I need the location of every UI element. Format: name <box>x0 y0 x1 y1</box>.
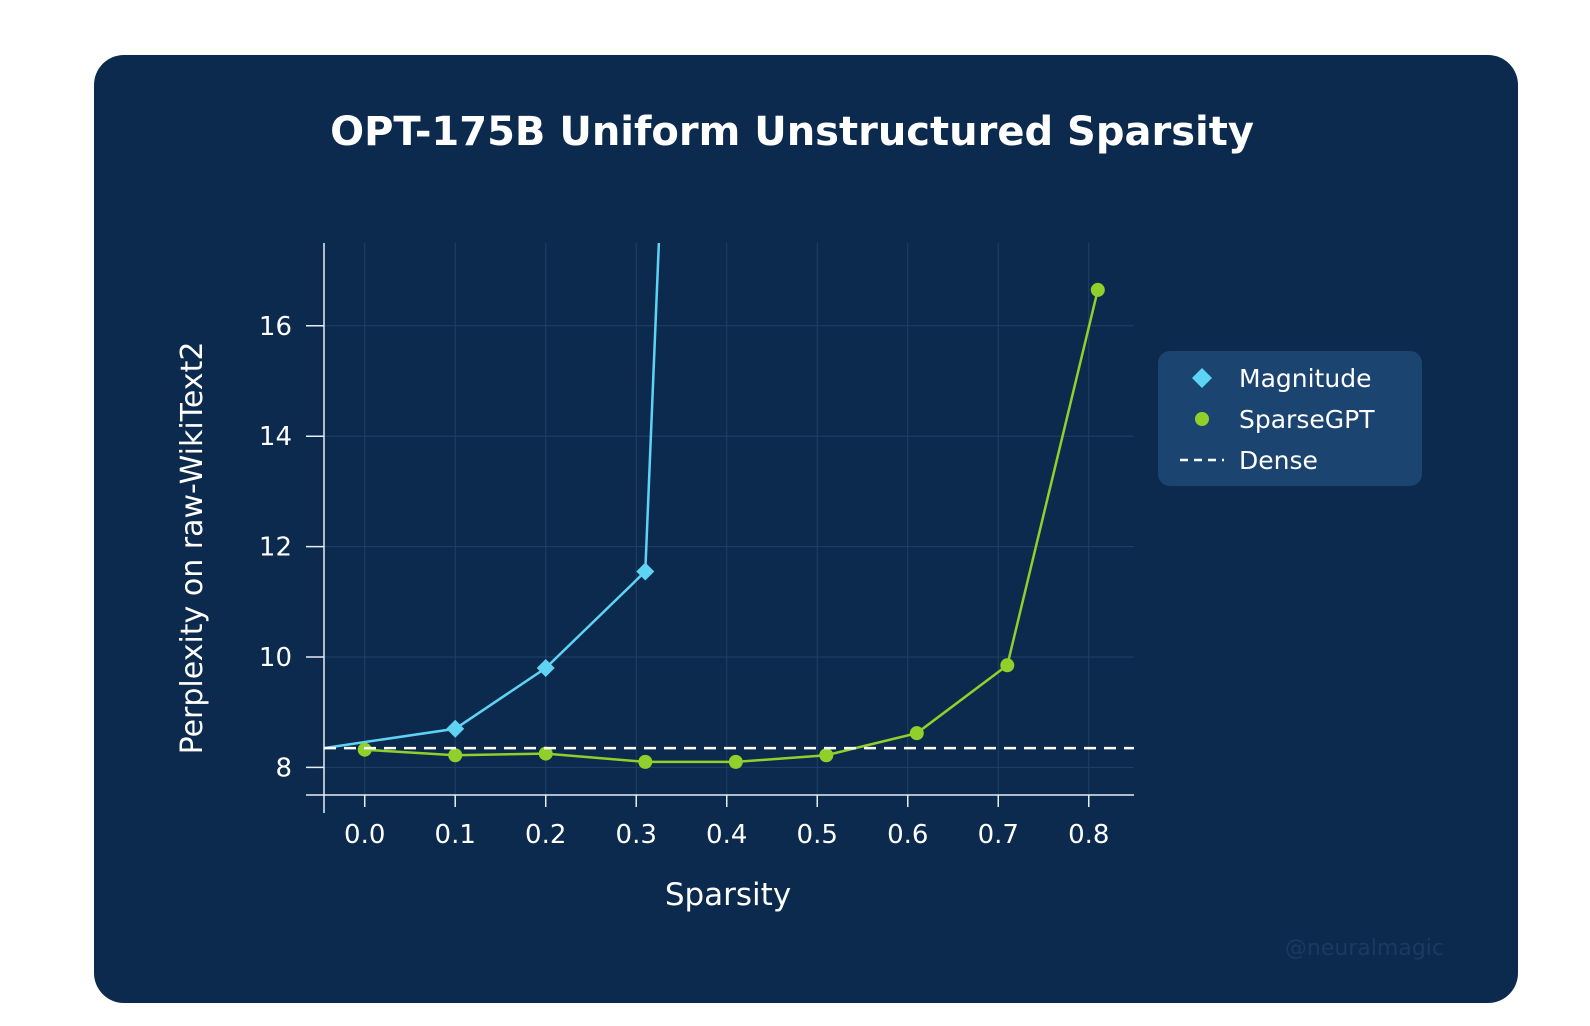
watermark: @neuralmagic <box>1285 936 1444 961</box>
y-tick-label: 14 <box>259 422 292 452</box>
legend: Magnitude SparseGPT Dense <box>1158 351 1422 486</box>
chart-canvas: OPT-175B Uniform Unstructured Sparsity 0… <box>175 109 1444 961</box>
sparsegpt-point <box>728 754 743 769</box>
y-axis-label: Perplexity on raw-WikiText2 <box>175 342 210 755</box>
sparsegpt-point <box>357 742 372 757</box>
x-tick-label: 0.7 <box>978 820 1019 850</box>
y-tick-label: 8 <box>275 753 292 783</box>
x-tick-label: 0.1 <box>435 820 476 850</box>
legend-label: Dense <box>1239 446 1318 475</box>
legend-box <box>1158 351 1422 486</box>
sparsegpt-line <box>364 289 1100 764</box>
axes-layer: 0.0 0.1 0.2 0.3 0.4 0.5 0.6 0.7 0.8 8 10 12 14 16 <box>259 243 1134 850</box>
magnitude-line <box>323 242 661 750</box>
y-tick-label: 10 <box>259 643 292 673</box>
x-tick-label: 0.2 <box>525 820 566 850</box>
grid-layer <box>324 243 1134 795</box>
magnitude-point <box>446 719 465 738</box>
chart-card: OPT-175B Uniform Unstructured Sparsity 0… <box>94 55 1518 1003</box>
sparsegpt-point <box>1090 282 1105 297</box>
magnitude-point <box>536 659 555 678</box>
y-tick-label: 16 <box>259 312 292 342</box>
sparsegpt-point <box>538 746 553 761</box>
sparsegpt-point <box>819 748 834 763</box>
legend-circle-icon <box>1195 412 1209 426</box>
legend-label: Magnitude <box>1239 364 1371 393</box>
y-tick-label: 12 <box>259 533 292 563</box>
series-layer <box>323 242 1134 769</box>
x-tick-label: 0.3 <box>616 820 657 850</box>
x-axis-label: Sparsity <box>665 877 791 913</box>
magnitude-point <box>636 562 655 581</box>
legend-diamond-icon <box>1192 368 1212 388</box>
x-tick-label: 0.8 <box>1068 820 1109 850</box>
legend-label: SparseGPT <box>1239 405 1375 434</box>
x-tick-label: 0.6 <box>887 820 928 850</box>
sparsegpt-point <box>638 754 653 769</box>
sparsegpt-point <box>1000 658 1015 673</box>
chart-title: OPT-175B Uniform Unstructured Sparsity <box>330 109 1254 155</box>
x-tick-label: 0.0 <box>344 820 385 850</box>
x-tick-label: 0.4 <box>706 820 747 850</box>
x-tick-label: 0.5 <box>797 820 838 850</box>
sparsegpt-point <box>448 748 463 763</box>
sparsegpt-point <box>909 726 924 741</box>
